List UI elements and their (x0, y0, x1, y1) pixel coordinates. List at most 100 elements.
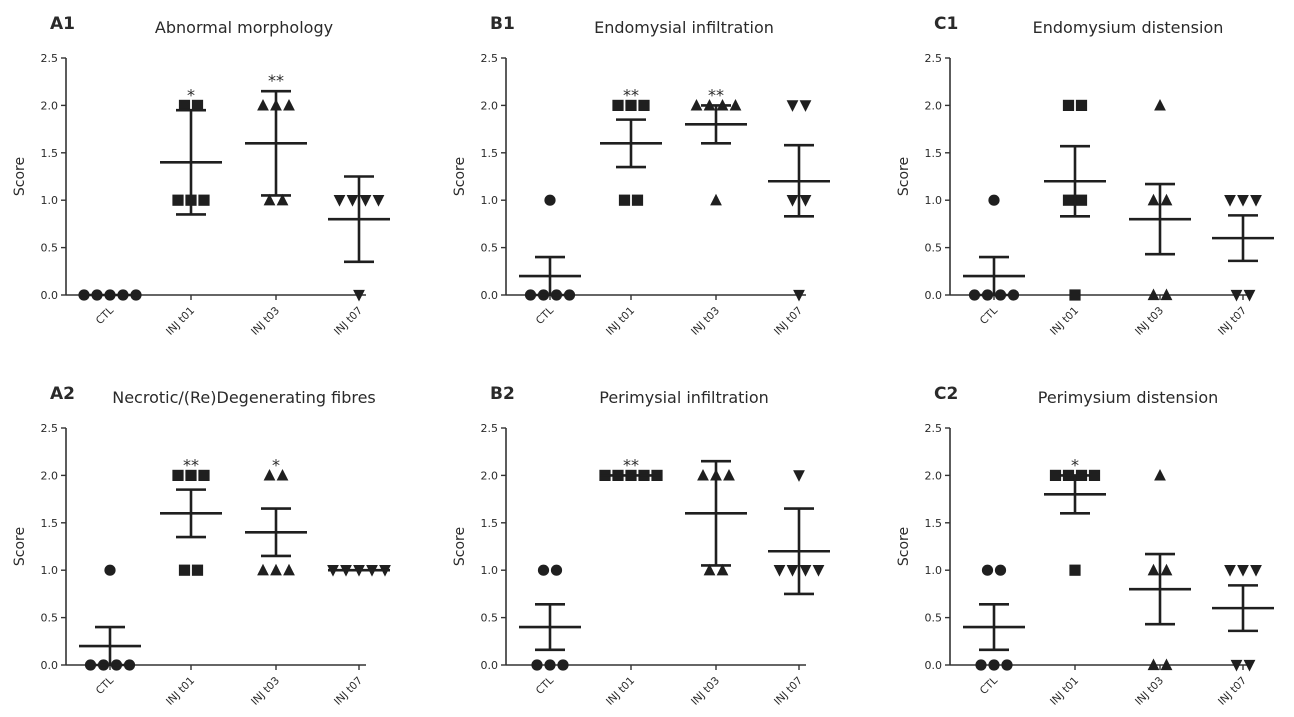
series-inj-t01 (1044, 99, 1106, 301)
y-tick-label: 2.5 (41, 422, 59, 435)
data-point (276, 193, 289, 206)
y-tick-label: 1.5 (925, 147, 943, 160)
data-point (975, 659, 987, 671)
y-axis-label: Score (452, 157, 468, 196)
significance-label: * (272, 455, 280, 474)
y-tick-label: 2.5 (481, 52, 499, 65)
data-point (799, 195, 812, 207)
y-tick-label: 1.5 (41, 147, 59, 160)
data-point (178, 99, 191, 111)
x-tick-label: INJ t01 (164, 305, 197, 338)
data-point (1224, 195, 1236, 207)
series-inj-t03: ** (245, 71, 307, 206)
x-tick-label: INJ t01 (604, 305, 637, 338)
data-point (793, 289, 805, 302)
series-inj-t01: * (160, 85, 222, 216)
data-point (537, 564, 550, 576)
chart-panel-c2: C2 Perimysium distension Score 0.0 0.5 1.0 1.5… (896, 384, 1274, 708)
chart-panel-a2: A2 Necrotic/(Re)Degenerating fibres Score 0… (12, 384, 391, 708)
y-tick-label: 1.0 (481, 194, 499, 207)
data-point (968, 289, 981, 301)
data-point (1007, 289, 1020, 301)
y-tick-label: 1.5 (41, 517, 59, 530)
data-point (1230, 289, 1243, 302)
y-tick-label: 2.0 (41, 99, 59, 112)
series-inj-t07 (328, 175, 390, 302)
data-point (178, 564, 191, 576)
data-point (1160, 563, 1173, 576)
x-tick-label: INJ t01 (164, 675, 197, 708)
panel-title: Perimysial infiltration (599, 388, 769, 407)
data-point (524, 289, 537, 301)
data-point (786, 100, 799, 112)
y-tick-label: 2.0 (925, 99, 943, 112)
data-point (544, 194, 556, 206)
significance-label: ** (268, 71, 284, 90)
data-point (359, 195, 372, 207)
data-point (1224, 565, 1236, 577)
data-point (723, 468, 735, 481)
series-inj-t03 (1129, 468, 1191, 671)
series-inj-t07 (1212, 195, 1274, 302)
data-point (729, 98, 742, 111)
x-tick-label: CTL (534, 675, 556, 697)
data-point (786, 195, 799, 207)
significance-label: * (187, 85, 195, 104)
series-ctl (963, 564, 1025, 671)
data-point (283, 98, 295, 111)
data-point (550, 564, 563, 576)
data-point (988, 194, 1000, 206)
y-tick-label: 0.0 (481, 289, 499, 302)
data-point (690, 98, 703, 111)
series-inj-t07 (768, 100, 830, 302)
x-tick-label: INJ t01 (1048, 305, 1081, 338)
data-point (618, 194, 631, 206)
x-tick-label: INJ t01 (604, 675, 637, 708)
y-tick-label: 0.0 (41, 289, 59, 302)
data-point (1237, 195, 1249, 207)
data-point (1250, 195, 1262, 207)
x-tick-label: INJ t03 (249, 305, 282, 338)
y-tick-label: 0.5 (925, 612, 943, 625)
y-tick-label: 1.0 (41, 564, 59, 577)
series-ctl (79, 564, 141, 671)
data-point (1160, 193, 1173, 206)
x-tick-label: INJ t03 (1133, 675, 1166, 708)
x-tick-label: CTL (94, 675, 116, 697)
data-point (191, 99, 204, 111)
data-point (625, 99, 637, 111)
y-tick-label: 2.0 (41, 469, 59, 482)
data-point (1049, 469, 1062, 481)
y-tick-label: 0.5 (481, 612, 499, 625)
data-point (84, 659, 97, 671)
data-point (1243, 289, 1256, 302)
data-point (1075, 99, 1088, 111)
panel-letter: B1 (490, 14, 515, 34)
data-point (612, 99, 624, 111)
x-tick-label: INJ t07 (332, 675, 365, 708)
data-point (1250, 565, 1262, 577)
data-point (773, 565, 786, 577)
series-inj-t01: ** (160, 455, 222, 576)
data-point (172, 469, 184, 481)
x-tick-label: INJ t03 (689, 675, 722, 708)
significance-label: ** (623, 455, 639, 474)
data-point (1069, 289, 1081, 301)
y-tick-label: 1.0 (925, 194, 943, 207)
x-tick-label: CTL (534, 305, 556, 327)
data-point (353, 289, 365, 302)
data-point (257, 563, 269, 576)
panel-letter: C1 (934, 14, 958, 34)
y-tick-label: 2.5 (41, 52, 59, 65)
x-tick-label: INJ t03 (1133, 305, 1166, 338)
data-point (1237, 565, 1249, 577)
data-point (1147, 563, 1160, 576)
data-point (276, 468, 289, 481)
x-tick-label: INJ t07 (1216, 305, 1249, 338)
data-point (697, 468, 709, 481)
data-point (1062, 194, 1075, 206)
data-point (104, 564, 116, 576)
data-point (372, 195, 385, 207)
data-point (799, 565, 812, 577)
